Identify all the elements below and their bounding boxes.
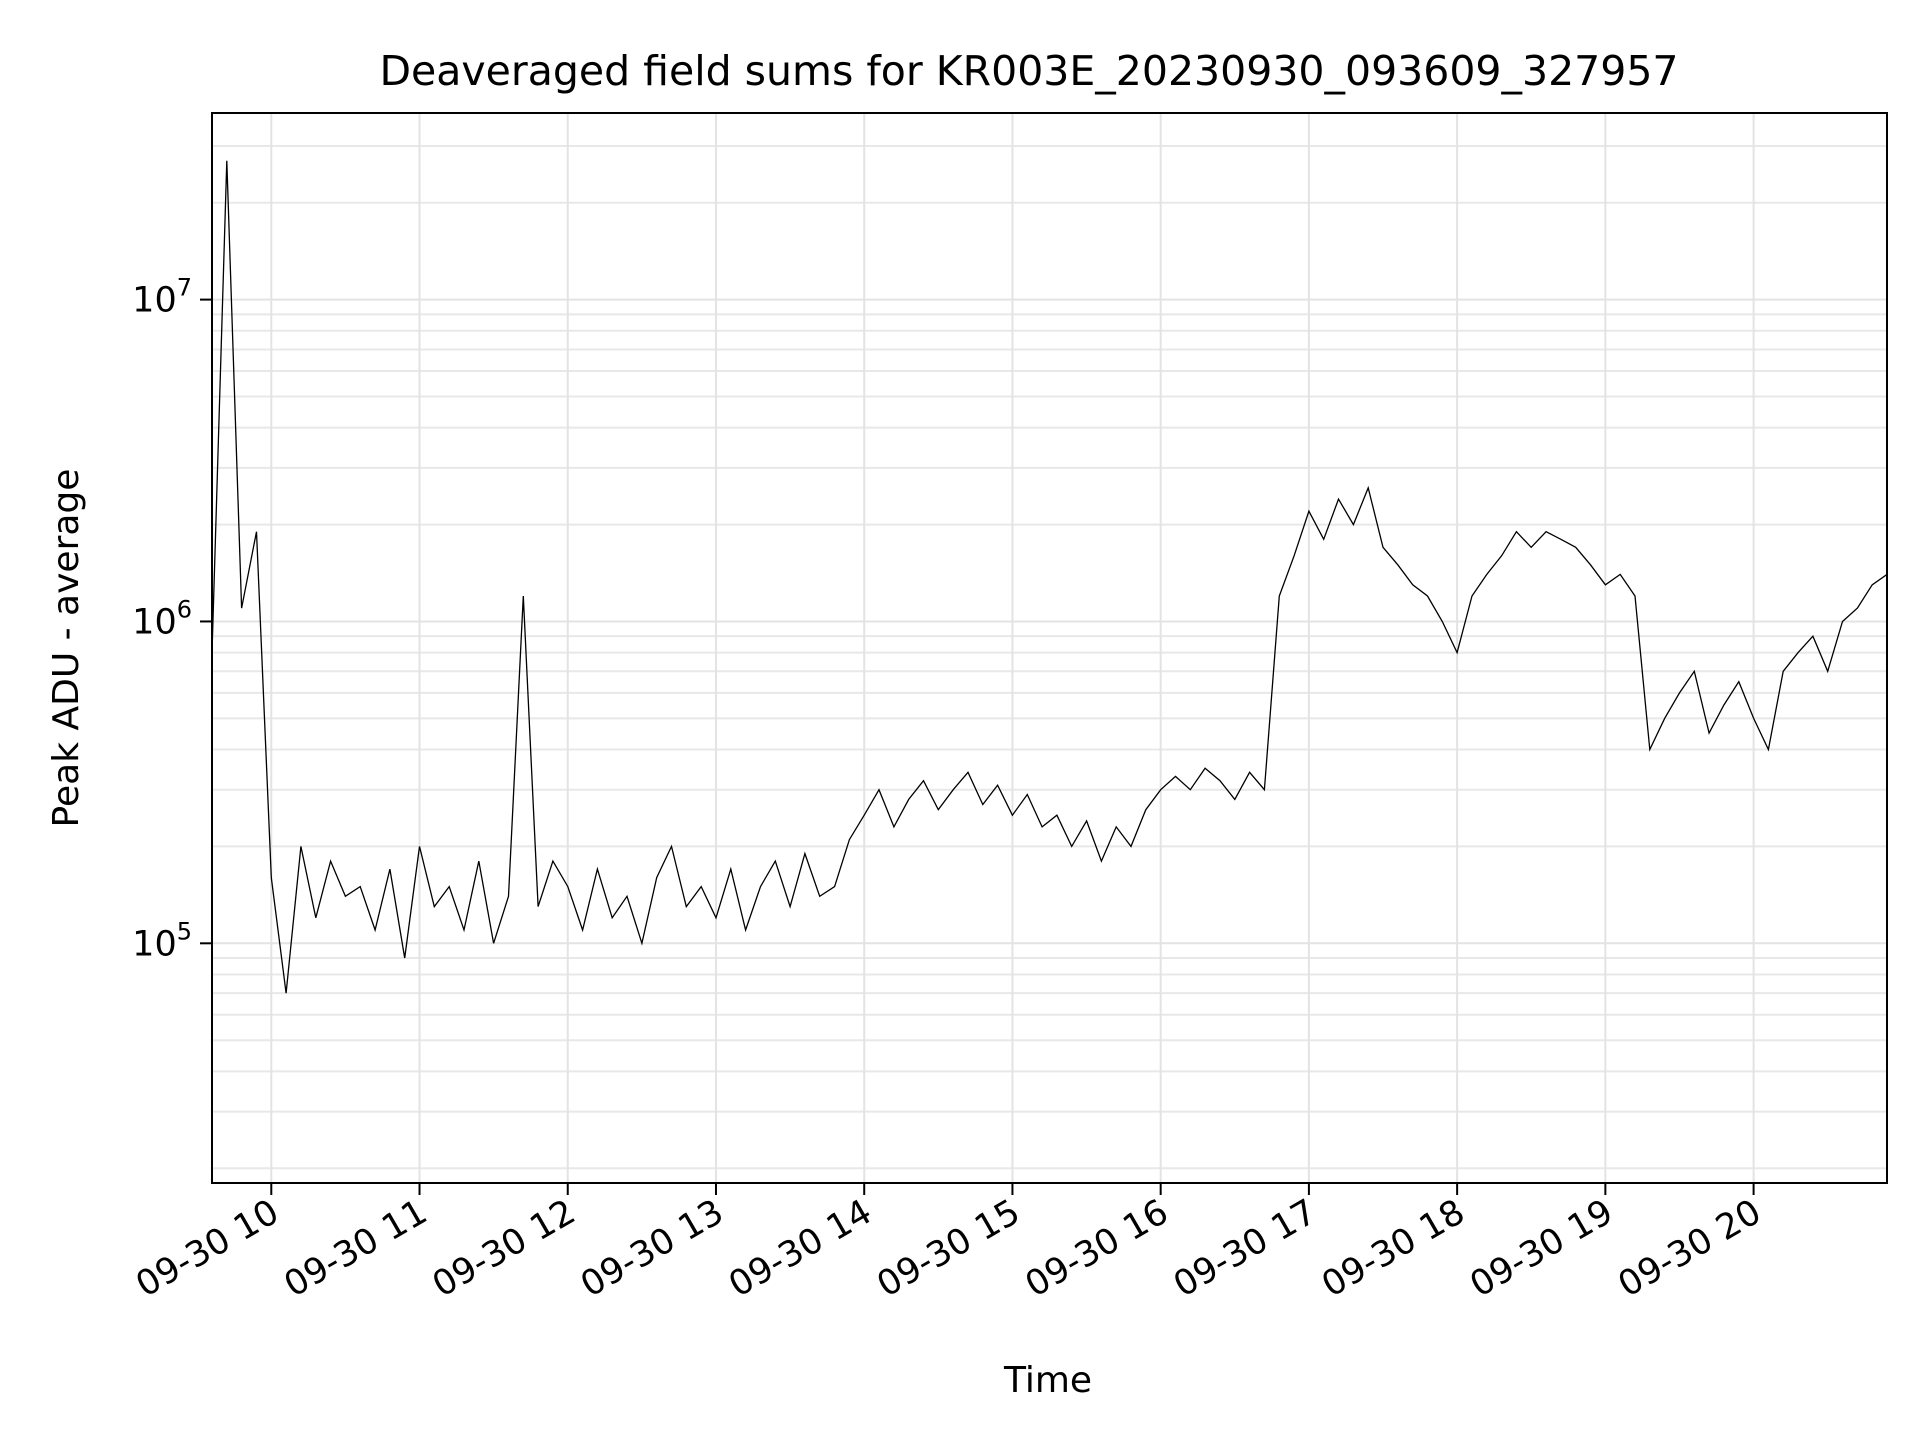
series-line [212,160,1887,994]
y-axis: 105 106 107 [132,274,212,964]
minor-gridlines [212,145,1887,1170]
plot-frame [211,112,1888,1184]
y-axis-label: Peak ADU - average [46,469,87,828]
y-tick-label: 107 [132,274,192,321]
chart-title: Deaveraged field sums for KR003E_2023093… [379,47,1678,95]
y-tick-label: 105 [132,917,192,964]
y-tick-label: 106 [132,595,192,642]
major-gridlines [212,113,1887,1183]
x-axis-label: Time [1003,1360,1092,1401]
